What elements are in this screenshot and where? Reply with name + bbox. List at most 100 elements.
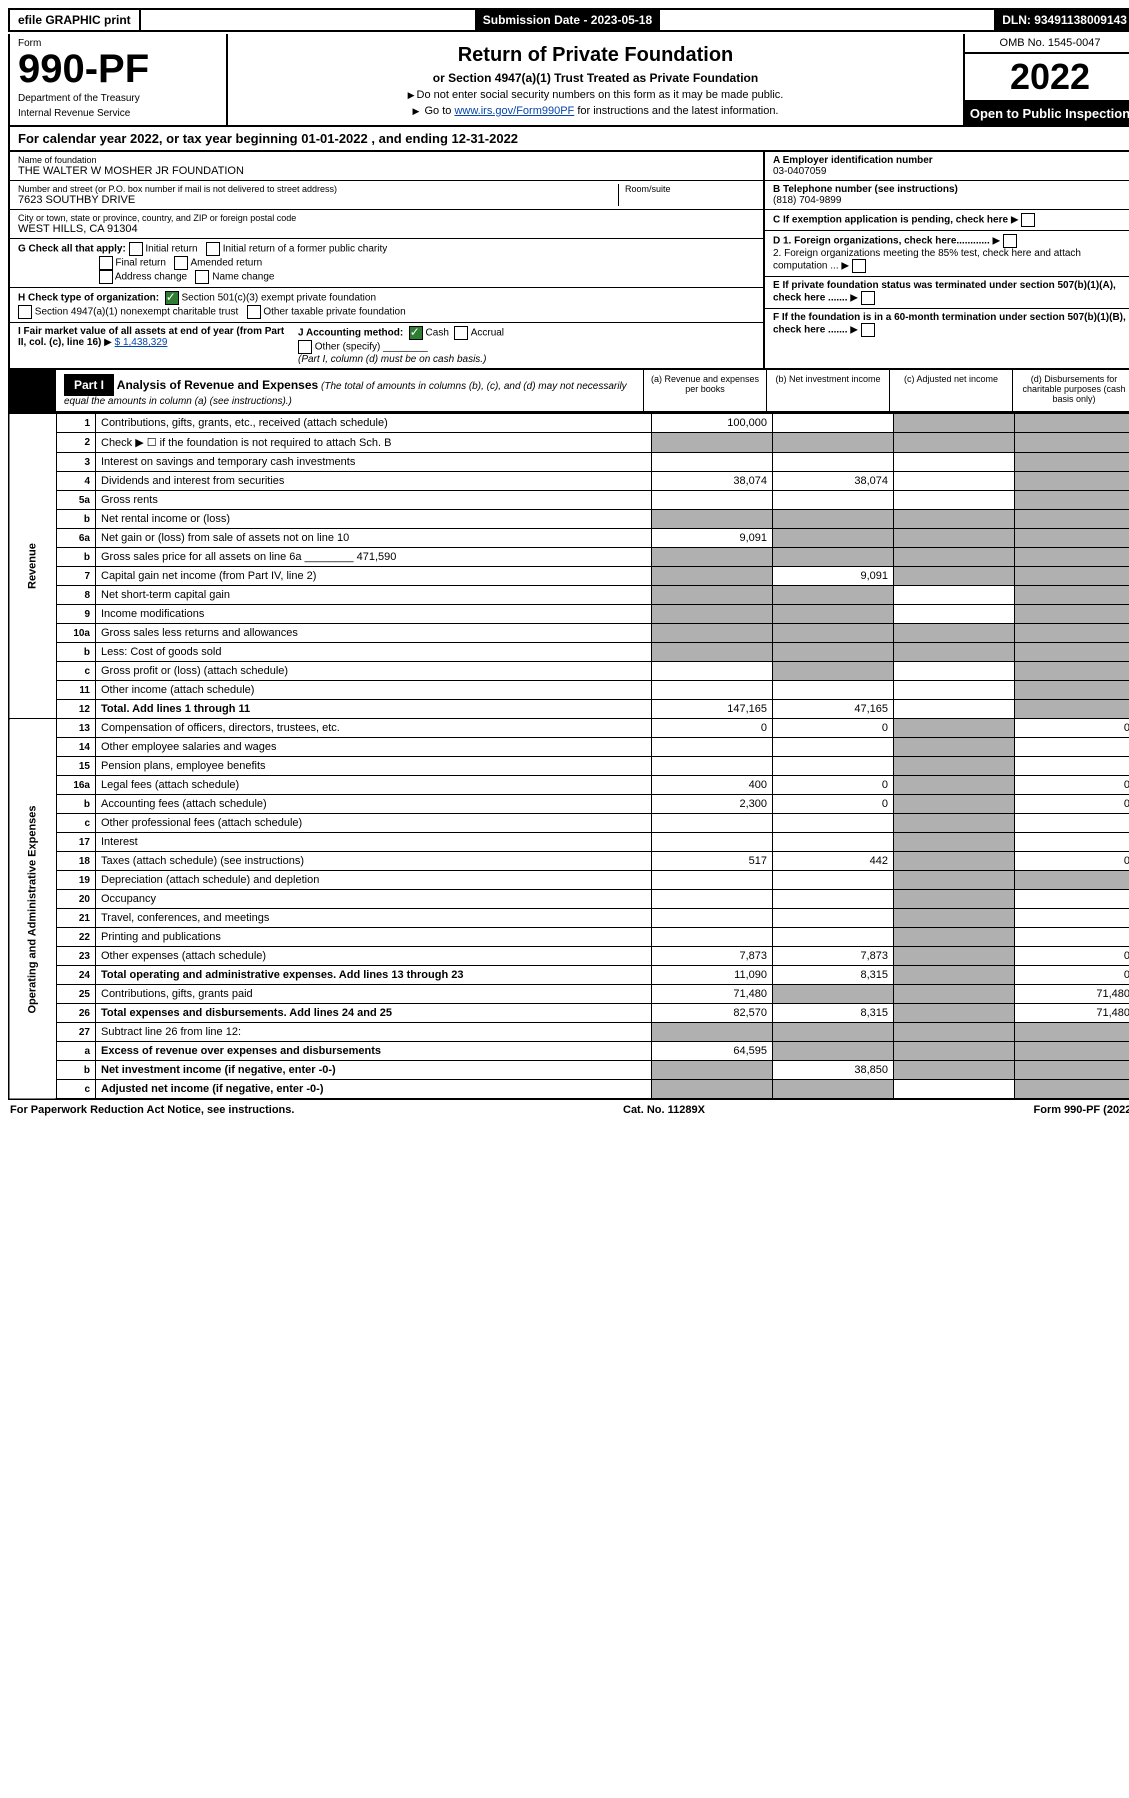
col-d-value [1015, 1061, 1129, 1080]
col-d-value: 0 [1015, 719, 1129, 738]
col-d-value [1015, 433, 1129, 453]
form990pf-link[interactable]: www.irs.gov/Form990PF [454, 105, 574, 117]
line-description: Adjusted net income (if negative, enter … [96, 1080, 652, 1100]
calendar-year: For calendar year 2022, or tax year begi… [8, 127, 1129, 152]
col-c-value [894, 928, 1015, 947]
section-g: G Check all that apply: Initial return I… [10, 239, 763, 288]
col-d-value: 71,480 [1015, 985, 1129, 1004]
line-description: Accounting fees (attach schedule) [96, 795, 652, 814]
col-d-value [1015, 928, 1129, 947]
col-b-value: 442 [773, 852, 894, 871]
col-a-value [652, 548, 773, 567]
line-description: Net investment income (if negative, ente… [96, 1061, 652, 1080]
col-d-value: 0 [1015, 795, 1129, 814]
col-d-value [1015, 472, 1129, 491]
col-c-value [894, 586, 1015, 605]
col-c-value [894, 947, 1015, 966]
open-inspection: Open to Public Inspection [965, 102, 1129, 125]
table-row: 14Other employee salaries and wages [9, 738, 1129, 757]
col-a-value [652, 681, 773, 700]
form-title: Return of Private Foundation [240, 44, 951, 67]
col-b-value [773, 681, 894, 700]
line-number: 22 [57, 928, 96, 947]
table-row: bNet rental income or (loss) [9, 510, 1129, 529]
table-row: 11Other income (attach schedule) [9, 681, 1129, 700]
col-a-value: 100,000 [652, 414, 773, 433]
col-b-value [773, 1080, 894, 1100]
form-note1: Do not enter social security numbers on … [240, 89, 951, 101]
line-number: 10a [57, 624, 96, 643]
col-b-value [773, 548, 894, 567]
section-h: H Check type of organization: Section 50… [10, 288, 763, 323]
table-row: 26Total expenses and disbursements. Add … [9, 1004, 1129, 1023]
col-d-value [1015, 491, 1129, 510]
part1-table: Revenue1Contributions, gifts, grants, et… [8, 413, 1129, 1100]
col-d-value [1015, 605, 1129, 624]
line-number: 9 [57, 605, 96, 624]
col-a-value: 0 [652, 719, 773, 738]
col-a-value [652, 567, 773, 586]
line-number: c [57, 814, 96, 833]
line-number: b [57, 1061, 96, 1080]
col-b-value: 38,850 [773, 1061, 894, 1080]
table-row: 2Check ▶ ☐ if the foundation is not requ… [9, 433, 1129, 453]
col-b-value [773, 586, 894, 605]
col-c-value [894, 510, 1015, 529]
foundation-name-cell: Name of foundation THE WALTER W MOSHER J… [10, 152, 763, 181]
line-number: 6a [57, 529, 96, 548]
line-description: Interest on savings and temporary cash i… [96, 453, 652, 472]
col-c-value [894, 700, 1015, 719]
col-d-value [1015, 757, 1129, 776]
col-d-value [1015, 643, 1129, 662]
col-a-value [652, 433, 773, 453]
line-number: c [57, 1080, 96, 1100]
line-description: Check ▶ ☐ if the foundation is not requi… [96, 433, 652, 453]
line-number: 24 [57, 966, 96, 985]
line-number: 11 [57, 681, 96, 700]
col-c-value [894, 624, 1015, 643]
table-row: 22Printing and publications [9, 928, 1129, 947]
line-description: Gross profit or (loss) (attach schedule) [96, 662, 652, 681]
table-row: 18Taxes (attach schedule) (see instructi… [9, 852, 1129, 871]
omb: OMB No. 1545-0047 [965, 34, 1129, 54]
col-b-value: 0 [773, 719, 894, 738]
table-row: 8Net short-term capital gain [9, 586, 1129, 605]
col-a-value: 71,480 [652, 985, 773, 1004]
line-number: 12 [57, 700, 96, 719]
col-d-value: 0 [1015, 852, 1129, 871]
line-description: Taxes (attach schedule) (see instruction… [96, 852, 652, 871]
filer-info: Name of foundation THE WALTER W MOSHER J… [8, 152, 1129, 370]
col-c-value [894, 871, 1015, 890]
col-a-value [652, 871, 773, 890]
col-d-value [1015, 871, 1129, 890]
line-number: b [57, 548, 96, 567]
col-c-value [894, 662, 1015, 681]
form-title-block: Return of Private Foundation or Section … [228, 34, 963, 125]
table-row: 6aNet gain or (loss) from sale of assets… [9, 529, 1129, 548]
line-number: 27 [57, 1023, 96, 1042]
cash-checkbox [409, 326, 423, 340]
col-b-value: 7,873 [773, 947, 894, 966]
col-c-value [894, 414, 1015, 433]
table-row: 23Other expenses (attach schedule)7,8737… [9, 947, 1129, 966]
col-c-value [894, 529, 1015, 548]
col-b-value [773, 890, 894, 909]
table-row: 20Occupancy [9, 890, 1129, 909]
col-c-value [894, 776, 1015, 795]
col-b-value [773, 624, 894, 643]
col-d-value: 71,480 [1015, 1004, 1129, 1023]
col-b-value [773, 529, 894, 548]
col-a-value: 38,074 [652, 472, 773, 491]
fmv-link[interactable]: $ 1,438,329 [115, 337, 168, 348]
col-c-value [894, 757, 1015, 776]
501c3-checkbox [165, 291, 179, 305]
col-b-value [773, 414, 894, 433]
col-b-value: 0 [773, 776, 894, 795]
dln: DLN: 93491138009143 [994, 10, 1129, 30]
table-row: cOther professional fees (attach schedul… [9, 814, 1129, 833]
col-d-value [1015, 681, 1129, 700]
form-subtitle: or Section 4947(a)(1) Trust Treated as P… [240, 71, 951, 85]
line-number: 3 [57, 453, 96, 472]
col-c-value [894, 681, 1015, 700]
line-number: a [57, 1042, 96, 1061]
